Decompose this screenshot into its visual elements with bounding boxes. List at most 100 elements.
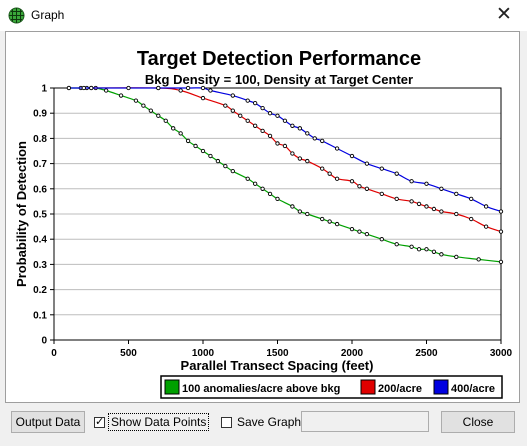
- data-point: [252, 123, 258, 128]
- data-point: [349, 226, 355, 232]
- data-point: [260, 128, 265, 133]
- data-point: [498, 209, 504, 214]
- checkmark-icon: ✓: [95, 415, 105, 428]
- data-point: [208, 153, 213, 159]
- data-point: [245, 118, 250, 123]
- data-point: [424, 181, 429, 186]
- y-axis-label: Probability of Detection: [14, 141, 29, 287]
- save-graph-checkbox[interactable]: Save Graph: [221, 413, 301, 431]
- data-point: [431, 206, 437, 212]
- data-point: [208, 88, 213, 93]
- data-point: [245, 98, 250, 103]
- data-point: [290, 123, 295, 128]
- data-point: [454, 254, 459, 259]
- data-point: [424, 247, 429, 252]
- data-point: [275, 196, 280, 202]
- data-point: [178, 88, 183, 93]
- legend-swatch-3: [433, 379, 449, 395]
- x-tick-label: 0: [51, 348, 57, 359]
- data-point: [200, 95, 206, 101]
- data-point: [394, 242, 399, 247]
- legend-swatch-2: [360, 379, 376, 395]
- legend-label-3: 400/acre: [451, 383, 495, 395]
- close-button[interactable]: Close: [441, 411, 515, 433]
- y-tick-label: 0.5: [33, 210, 47, 221]
- show-data-points-checkbox[interactable]: ✓ Show Data Points: [94, 413, 210, 431]
- data-point: [223, 103, 228, 108]
- x-tick-label: 1500: [266, 348, 289, 359]
- data-point: [327, 171, 332, 176]
- data-point: [215, 158, 221, 164]
- y-tick-label: 0.4: [33, 235, 47, 246]
- data-point: [409, 179, 414, 184]
- filename-input[interactable]: [301, 411, 429, 432]
- data-point: [312, 136, 317, 141]
- legend-swatch-1: [164, 379, 180, 395]
- data-point: [200, 85, 206, 91]
- data-point: [454, 211, 459, 217]
- data-point: [409, 199, 414, 204]
- output-data-button[interactable]: Output Data: [11, 411, 85, 433]
- data-point: [118, 93, 124, 98]
- data-point: [171, 126, 176, 131]
- data-point: [290, 151, 295, 156]
- data-point: [379, 237, 384, 242]
- show-data-points-box[interactable]: ✓: [94, 415, 105, 428]
- x-tick-label: 500: [120, 348, 137, 359]
- data-point: [305, 158, 310, 164]
- x-axis-label: Parallel Transect Spacing (feet): [181, 358, 374, 373]
- data-point: [439, 209, 444, 214]
- y-tick-label: 0.6: [33, 184, 47, 195]
- data-point: [424, 204, 429, 209]
- x-tick-label: 1000: [192, 348, 215, 359]
- y-tick-label: 0.9: [33, 109, 47, 120]
- data-point: [305, 211, 310, 217]
- chart-title: Target Detection Performance: [137, 48, 421, 70]
- data-point: [327, 219, 332, 224]
- window-title: Graph: [31, 8, 65, 22]
- data-point: [297, 156, 302, 161]
- data-point: [483, 204, 489, 209]
- data-point: [394, 196, 399, 202]
- data-point: [230, 93, 235, 98]
- data-point: [178, 131, 183, 136]
- data-point: [89, 85, 94, 91]
- globe-grid-icon: [8, 7, 25, 24]
- data-point: [141, 103, 146, 108]
- data-point: [282, 143, 288, 149]
- data-point: [379, 166, 384, 171]
- data-point: [416, 247, 422, 252]
- data-point: [498, 259, 504, 265]
- data-point: [476, 257, 481, 262]
- chart: Target Detection Performance Bkg Density…: [14, 48, 513, 399]
- data-point: [252, 181, 258, 186]
- x-tick-label: 2500: [415, 348, 438, 359]
- data-point: [252, 100, 258, 106]
- save-graph-box[interactable]: [221, 416, 232, 428]
- legend-frame: [160, 375, 503, 399]
- data-point: [409, 244, 414, 249]
- data-point: [364, 232, 370, 237]
- data-point: [66, 85, 72, 91]
- y-tick-label: 0.7: [33, 159, 47, 170]
- data-point: [267, 133, 273, 139]
- series-line-1: [68, 87, 502, 263]
- data-point: [185, 85, 191, 91]
- data-point: [260, 106, 265, 111]
- data-point: [334, 176, 340, 181]
- data-point: [469, 196, 474, 202]
- data-point: [230, 108, 235, 113]
- graph-panel: Target Detection Performance Bkg Density…: [5, 31, 520, 403]
- data-point: [357, 229, 362, 234]
- data-point: [282, 118, 288, 123]
- y-tick-label: 0.3: [33, 260, 47, 271]
- data-point: [148, 108, 154, 113]
- window-titlebar[interactable]: Graph ✕: [0, 0, 527, 31]
- close-window-icon[interactable]: ✕: [496, 3, 512, 25]
- data-point: [297, 126, 302, 131]
- data-point: [275, 141, 280, 146]
- data-point: [439, 252, 444, 257]
- series-line-3: [68, 87, 502, 213]
- data-point: [126, 85, 131, 91]
- data-point: [163, 118, 168, 123]
